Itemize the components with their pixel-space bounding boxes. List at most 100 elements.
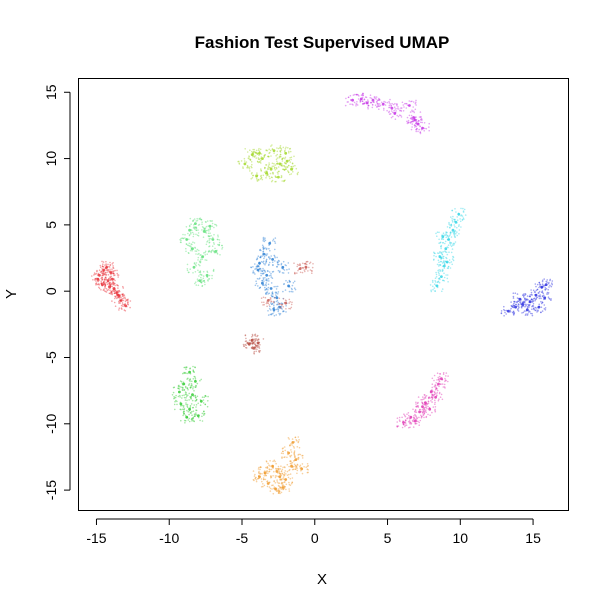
scatter-point	[280, 452, 283, 455]
scatter-point	[193, 386, 195, 388]
scatter-point	[282, 298, 285, 300]
scatter-point	[110, 273, 112, 276]
scatter-point	[103, 283, 106, 286]
scatter-point	[537, 309, 539, 312]
scatter-point	[445, 236, 448, 239]
scatter-point	[117, 274, 120, 276]
scatter-point	[421, 398, 424, 401]
scatter-point	[253, 479, 255, 482]
scatter-point	[277, 310, 280, 313]
scatter-point	[307, 471, 309, 474]
scatter-point	[192, 235, 195, 238]
scatter-point	[102, 268, 106, 272]
scatter-point	[207, 228, 210, 231]
scatter-point	[355, 103, 358, 105]
scatter-point	[291, 461, 294, 464]
scatter-point	[439, 242, 442, 244]
scatter-point	[447, 281, 449, 283]
scatter-point	[264, 166, 266, 169]
scatter-point	[195, 414, 198, 416]
scatter-point	[102, 273, 105, 276]
scatter-point	[263, 262, 265, 265]
scatter-point	[429, 390, 433, 394]
scatter-point	[451, 258, 454, 260]
scatter-point	[284, 161, 286, 164]
scatter-point	[112, 282, 115, 284]
scatter-point	[204, 228, 206, 230]
scatter-point	[395, 110, 397, 112]
scatter-point	[95, 282, 97, 285]
scatter-point	[538, 294, 540, 297]
scatter-point	[269, 302, 272, 304]
scatter-point	[282, 290, 284, 293]
scatter-point	[285, 305, 287, 307]
scatter-point	[506, 309, 510, 313]
scatter-point	[183, 394, 185, 397]
scatter-point	[186, 366, 188, 369]
scatter-point	[524, 293, 527, 296]
scatter-point	[281, 304, 283, 306]
scatter-point	[94, 277, 97, 280]
scatter-point	[300, 469, 302, 472]
scatter-point	[388, 113, 391, 115]
scatter-point	[181, 386, 183, 389]
scatter-point	[432, 394, 435, 396]
scatter-point	[205, 243, 208, 246]
scatter-point	[414, 108, 417, 111]
scatter-point	[436, 281, 439, 284]
scatter-point	[538, 281, 541, 284]
scatter-point	[437, 399, 440, 402]
scatter-point	[420, 415, 423, 418]
scatter-point	[433, 252, 436, 255]
scatter-point	[259, 286, 261, 289]
scatter-point	[268, 152, 270, 154]
scatter-point	[261, 301, 263, 304]
scatter-point	[264, 289, 266, 291]
scatter-point	[275, 292, 277, 295]
scatter-point	[256, 268, 260, 272]
scatter-point	[282, 310, 284, 313]
scatter-point	[218, 243, 221, 246]
scatter-point	[259, 256, 262, 259]
scatter-point	[95, 282, 98, 284]
scatter-point	[260, 168, 262, 170]
scatter-point	[280, 479, 283, 481]
scatter-point	[440, 256, 443, 259]
scatter-point	[113, 301, 116, 304]
scatter-point	[523, 310, 526, 312]
scatter-point	[276, 157, 279, 159]
scatter-point	[417, 122, 420, 125]
scatter-point	[419, 419, 422, 422]
scatter-point	[197, 402, 199, 405]
scatter-point	[296, 172, 299, 175]
scatter-point	[208, 245, 210, 248]
scatter-point	[455, 232, 457, 235]
scatter-point	[194, 271, 197, 273]
scatter-point	[538, 286, 540, 289]
scatter-point	[419, 125, 422, 128]
scatter-point	[285, 488, 287, 491]
scatter-point	[531, 299, 534, 301]
scatter-point	[305, 466, 308, 469]
scatter-point	[110, 293, 112, 295]
scatter-point	[453, 234, 456, 237]
scatter-point	[417, 405, 420, 407]
scatter-point	[192, 410, 195, 413]
scatter-point	[538, 281, 541, 284]
scatter-point	[108, 285, 111, 289]
scatter-point	[414, 422, 417, 425]
scatter-point	[208, 250, 210, 253]
scatter-point	[538, 292, 540, 294]
scatter-point	[257, 179, 260, 181]
scatter-point	[388, 100, 390, 103]
scatter-point	[431, 401, 433, 403]
scatter-point	[446, 231, 448, 234]
scatter-point	[282, 477, 284, 480]
scatter-point	[450, 245, 453, 248]
scatter-point	[267, 293, 269, 295]
scatter-point	[97, 272, 100, 275]
scatter-point	[269, 487, 272, 490]
scatter-point	[282, 306, 285, 308]
scatter-point	[194, 366, 196, 369]
scatter-point	[103, 280, 105, 283]
